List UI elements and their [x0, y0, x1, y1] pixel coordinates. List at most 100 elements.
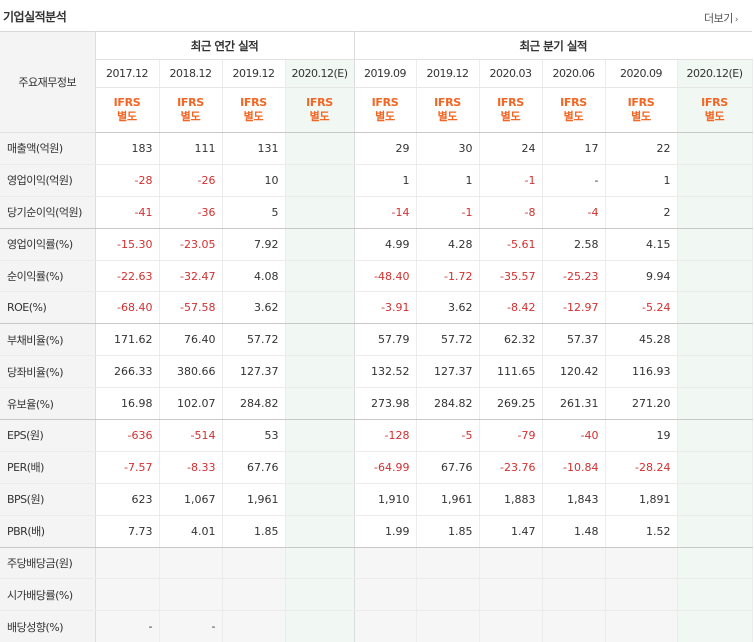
row-label: 영업이익(억원)	[0, 164, 96, 197]
table-cell	[605, 547, 678, 580]
table-cell: 111.65	[479, 355, 543, 389]
ifrs-badge: IFRS 별도	[95, 87, 160, 133]
table-cell: 22	[605, 132, 678, 165]
table-cell: 4.28	[416, 228, 480, 261]
table-cell: 1,843	[542, 483, 606, 516]
table-cell	[285, 419, 355, 452]
table-row: ROE(%) -68.40 -57.58 3.62 -3.91 3.62 -8.42 -12.…	[0, 291, 753, 325]
table-cell	[285, 515, 355, 548]
ifrs-label: IFRS	[371, 96, 399, 109]
table-cell: -4	[542, 196, 606, 229]
column-header: 2018.12	[159, 59, 223, 88]
row-label: 시가배당률(%)	[0, 578, 96, 612]
table-cell: 4.99	[354, 228, 417, 261]
table-cell: -14	[354, 196, 417, 229]
column-header: 2019.12	[416, 59, 480, 88]
table-cell	[222, 578, 286, 612]
table-cell: -514	[159, 419, 223, 452]
row-label: 당좌비율(%)	[0, 355, 96, 389]
table-cell: -8	[479, 196, 543, 229]
table-cell	[285, 132, 355, 165]
table-cell: 102.07	[159, 387, 223, 421]
table-cell: 4.15	[605, 228, 678, 261]
table-cell	[542, 610, 606, 642]
table-cell: -57.58	[159, 291, 223, 325]
table-row: PER(배) -7.57 -8.33 67.76 -64.99 67.76 -23.76 -1…	[0, 451, 753, 484]
table-cell: -5.61	[479, 228, 543, 261]
ifrs-sublabel: 별도	[243, 110, 264, 123]
table-cell: 5	[222, 196, 286, 229]
table-cell: 1,891	[605, 483, 678, 516]
table-cell: -1	[479, 164, 543, 197]
table-row: BPS(원) 623 1,067 1,961 1,910 1,961 1,883 1,843 1…	[0, 483, 753, 516]
table-cell: -128	[354, 419, 417, 452]
table-cell: -26	[159, 164, 223, 197]
table-cell: -41	[95, 196, 160, 229]
table-cell: -32.47	[159, 260, 223, 293]
row-label: 매출액(억원)	[0, 132, 96, 165]
ifrs-sublabel: 별도	[375, 110, 395, 123]
ifrs-label: IFRS	[177, 96, 204, 109]
ifrs-label: IFRS	[306, 96, 333, 109]
table-cell: 1.47	[479, 515, 543, 548]
table-row: EPS(원) -636 -514 53 -128 -5 -79 -40 19	[0, 419, 753, 452]
row-label: EPS(원)	[0, 419, 96, 452]
table-cell	[285, 228, 355, 261]
table-cell: -10.84	[542, 451, 606, 484]
table-cell: 19	[605, 419, 678, 452]
table-cell: 116.93	[605, 355, 678, 389]
table-cell	[354, 547, 417, 580]
table-row: PBR(배) 7.73 4.01 1.85 1.99 1.85 1.47 1.48 1.52	[0, 515, 753, 548]
table-row: 부채비율(%) 171.62 76.40 57.72 57.79 57.72 62.32 57…	[0, 323, 753, 357]
row-label: PBR(배)	[0, 515, 96, 548]
table-cell: -23.76	[479, 451, 543, 484]
table-cell: -68.40	[95, 291, 160, 325]
table-cell: -5.24	[605, 291, 678, 325]
table-cell: -36	[159, 196, 223, 229]
table-row: 시가배당률(%)	[0, 578, 753, 612]
table-cell: 132.52	[354, 355, 417, 389]
table-cell: 1.85	[222, 515, 286, 548]
table-cell: 7.73	[95, 515, 160, 548]
table-cell: 3.62	[416, 291, 480, 325]
table-cell	[416, 610, 480, 642]
ifrs-badge: IFRS 별도	[285, 87, 355, 133]
table-row: 순이익률(%) -22.63 -32.47 4.08 -48.40 -1.72 -35.57…	[0, 260, 753, 293]
table-cell: 1	[416, 164, 480, 197]
table-cell: 57.79	[354, 323, 417, 357]
section-header: 기업실적분석 더보기 ›	[0, 0, 754, 31]
table-cell: 3.62	[222, 291, 286, 325]
table-cell	[285, 323, 355, 357]
table-cell: -3.91	[354, 291, 417, 325]
group-quarter-header: 최근 분기 실적	[354, 31, 753, 60]
table-cell	[479, 578, 543, 612]
table-cell	[159, 547, 223, 580]
ifrs-sublabel: 별도	[500, 110, 521, 123]
table-cell: -79	[479, 419, 543, 452]
row-label: BPS(원)	[0, 483, 96, 516]
table-row: 영업이익률(%) -15.30 -23.05 7.92 4.99 4.28 -5.61 2.5…	[0, 228, 753, 261]
table-cell: 1.52	[605, 515, 678, 548]
table-cell: 16.98	[95, 387, 160, 421]
column-header-row: 2017.12 2018.12 2019.12 2020.12(E) 2019.09 20…	[0, 59, 753, 88]
table-cell: 10	[222, 164, 286, 197]
table-cell	[677, 419, 753, 452]
table-cell	[416, 547, 480, 580]
table-cell	[285, 196, 355, 229]
table-cell	[285, 387, 355, 421]
table-cell: 76.40	[159, 323, 223, 357]
ifrs-label: IFRS	[701, 96, 728, 109]
financial-table: 주요재무정보 최근 연간 실적 최근 분기 실적 2017.12 2018.12 2…	[0, 31, 753, 642]
table-row: 당기순이익(억원) -41 -36 5 -14 -1 -8 -4 2	[0, 196, 753, 229]
table-cell	[222, 547, 286, 580]
more-link[interactable]: 더보기 ›	[704, 10, 739, 26]
table-cell: -7.57	[95, 451, 160, 484]
table-cell: 1,910	[354, 483, 417, 516]
table-cell: 1,067	[159, 483, 223, 516]
table-cell: 1,883	[479, 483, 543, 516]
table-cell: 127.37	[222, 355, 286, 389]
row-label: 당기순이익(억원)	[0, 196, 96, 229]
table-cell	[677, 578, 753, 612]
table-cell: 1	[354, 164, 417, 197]
table-cell	[479, 547, 543, 580]
